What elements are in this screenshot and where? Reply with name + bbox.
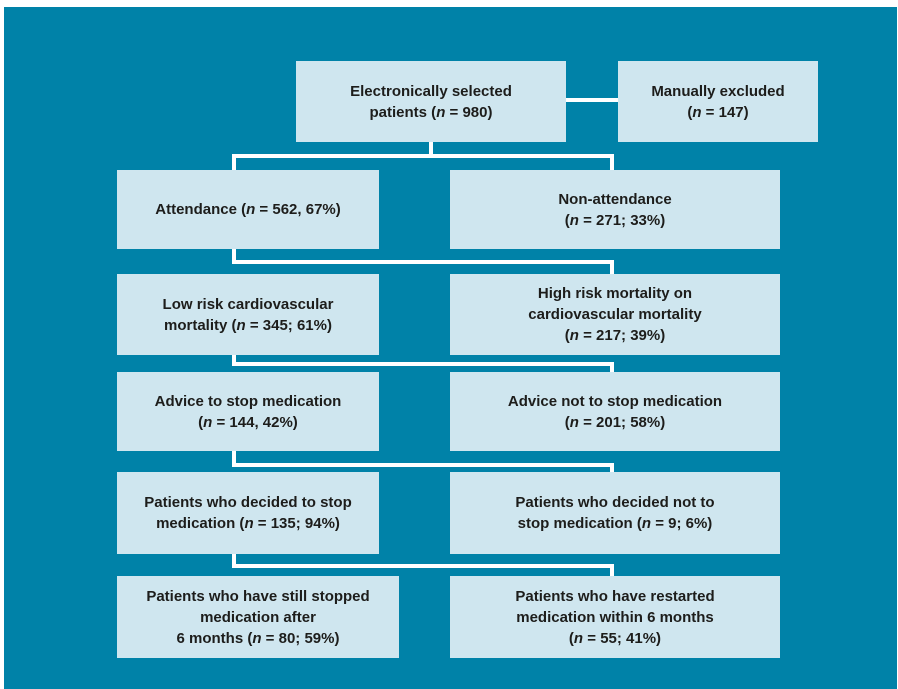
line-3a: 6 months (	[176, 629, 253, 647]
node-low-risk: Low risk cardiovascular mortality (n = 34…	[117, 274, 379, 355]
line-3b: = 55; 41%)	[583, 629, 662, 647]
n-symbol: n	[236, 316, 246, 334]
n-symbol: n	[436, 103, 446, 121]
n-symbol: n	[573, 629, 584, 647]
line-2a: (	[564, 413, 570, 431]
line-1: Electronically selected	[350, 82, 512, 100]
line-2b: = 271; 33%)	[578, 211, 666, 229]
line-2b: = 135; 94%)	[253, 515, 340, 532]
n-symbol: n	[246, 201, 256, 218]
line-2b: = 345; 61%)	[245, 316, 332, 334]
node-electronically-selected: Electronically selected patients (n = 980…	[296, 61, 566, 142]
node-attendance: Attendance (n = 562, 67%)	[117, 170, 379, 249]
line-3a: (	[564, 327, 570, 344]
line-2b: = 9; 6%)	[651, 515, 713, 532]
line-2a: stop medication (	[517, 515, 642, 532]
n-symbol: n	[569, 413, 579, 431]
line-2: cardiovascular mortality	[528, 306, 702, 323]
line-1: Advice to stop medication	[154, 392, 342, 410]
line-1: High risk mortality on	[537, 285, 693, 302]
node-decided-to-stop: Patients who decided to stop medication (…	[117, 472, 379, 554]
node-advice-to-stop: Advice to stop medication (n = 144, 42%)	[117, 372, 379, 451]
n-symbol: n	[244, 515, 254, 532]
line-2a: (	[687, 103, 693, 121]
node-restarted: Patients who have restarted medication wi…	[450, 576, 780, 658]
line-1: Patients who have restarted	[515, 587, 715, 605]
node-advice-not-to-stop: Advice not to stop medication (n = 201; 5…	[450, 372, 780, 451]
line-3b: = 80; 59%)	[261, 629, 340, 647]
line-2a: (	[564, 211, 570, 229]
n-symbol: n	[569, 327, 579, 344]
line-1: Manually excluded	[651, 82, 785, 100]
line-2: medication within 6 months	[516, 608, 714, 626]
line-1: Patients who decided to stop	[144, 494, 352, 511]
line-3b: = 217; 39%)	[578, 327, 666, 344]
n-symbol: n	[641, 515, 652, 532]
node-decided-not-to-stop: Patients who decided not to stop medicati…	[450, 472, 780, 554]
line-1: Patients who decided not to	[515, 494, 715, 511]
line-1b: = 562, 67%)	[255, 201, 341, 218]
node-still-stopped: Patients who have still stopped medicatio…	[117, 576, 399, 658]
node-non-attendance: Non-attendance (n = 271; 33%)	[450, 170, 780, 249]
n-symbol: n	[569, 211, 579, 229]
node-manually-excluded: Manually excluded (n = 147)	[618, 61, 818, 142]
line-2a: medication (	[156, 515, 245, 532]
line-2a: mortality (	[163, 316, 237, 334]
line-3a: (	[568, 629, 574, 647]
line-2b: = 980)	[445, 103, 493, 121]
node-high-risk: High risk mortality on cardiovascular mor…	[450, 274, 780, 355]
line-2a: patients (	[369, 103, 437, 121]
line-1a: Attendance (	[155, 201, 247, 218]
line-2a: (	[198, 413, 204, 431]
line-2: medication after	[200, 608, 316, 626]
n-symbol: n	[203, 413, 213, 431]
n-symbol: n	[692, 103, 702, 121]
line-1: Patients who have still stopped	[146, 587, 370, 605]
line-2b: = 144, 42%)	[212, 413, 298, 431]
line-1: Non-attendance	[558, 190, 672, 208]
n-symbol: n	[252, 629, 262, 647]
line-2b: = 147)	[701, 103, 749, 121]
line-1: Advice not to stop medication	[507, 392, 723, 410]
line-1: Low risk cardiovascular	[162, 295, 334, 313]
line-2b: = 201; 58%)	[578, 413, 666, 431]
